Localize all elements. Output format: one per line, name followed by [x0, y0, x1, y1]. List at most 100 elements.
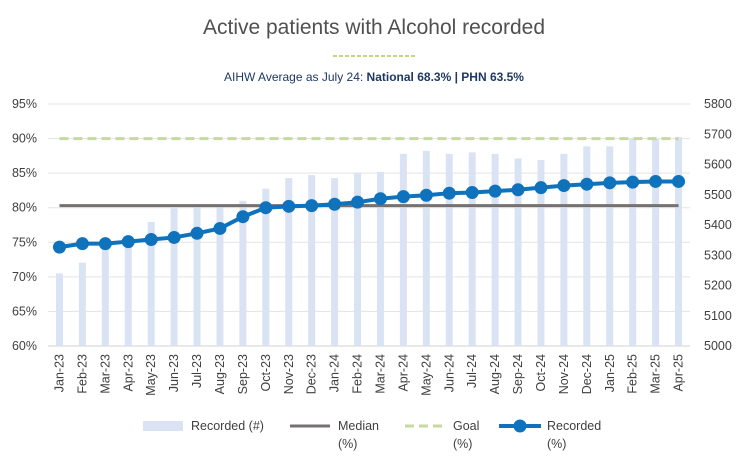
x-tick-label: Mar-25	[649, 354, 663, 394]
recorded-point	[534, 181, 548, 195]
bar	[331, 178, 339, 346]
right-tick-label: 5500	[704, 188, 732, 202]
recorded-point	[282, 199, 296, 213]
bar	[606, 146, 614, 346]
recorded-line	[59, 179, 679, 250]
legend-label: Recorded	[547, 419, 601, 433]
legend: Recorded (#) Median (%) Goal (%) Recorded (%)	[143, 419, 601, 451]
x-tick-label: Jan-25	[603, 354, 617, 392]
x-tick-label: Jun-24	[442, 354, 456, 392]
x-tick-label: Sep-24	[511, 354, 525, 394]
right-tick-label: 5200	[704, 279, 732, 293]
left-axis: 60% 65% 70% 75% 80% 85% 90% 95%	[12, 97, 37, 353]
x-tick-label: May-23	[144, 354, 158, 396]
recorded-point	[52, 240, 66, 254]
x-tick-label: Apr-25	[672, 354, 686, 392]
right-tick-label: 5700	[704, 127, 732, 141]
x-tick-label: Aug-23	[213, 354, 227, 394]
bar	[239, 200, 247, 346]
legend-label: Median	[338, 419, 379, 433]
recorded-point	[672, 174, 686, 188]
recorded-point	[603, 176, 617, 190]
recorded-point	[167, 230, 181, 244]
bar	[445, 153, 453, 346]
recorded-point	[488, 184, 502, 198]
recorded-point	[98, 237, 112, 251]
bar	[422, 150, 430, 346]
right-tick-label: 5800	[704, 97, 732, 111]
recorded-point	[305, 199, 319, 213]
x-tick-label: Nov-23	[282, 354, 296, 394]
left-tick-label: 85%	[12, 166, 37, 180]
x-tick-label: Feb-25	[626, 354, 640, 394]
left-tick-label: 60%	[12, 339, 37, 353]
subtitle-prefix: AIHW Average as July 24:	[224, 70, 367, 84]
bar	[675, 137, 683, 346]
recorded-point	[236, 210, 250, 224]
bar	[652, 138, 660, 346]
x-tick-label: Sep-23	[236, 354, 250, 394]
right-tick-label: 5300	[704, 248, 732, 262]
bar	[216, 205, 224, 346]
left-tick-label: 90%	[12, 132, 37, 146]
bar	[560, 153, 568, 346]
x-tick-label: Jan-23	[52, 354, 66, 392]
chart-title: Active patients with Alcohol recorded	[203, 16, 545, 39]
left-tick-label: 75%	[12, 235, 37, 249]
recorded-point	[190, 226, 204, 240]
bar	[262, 188, 270, 346]
x-tick-label: Nov-24	[557, 354, 571, 394]
left-tick-label: 95%	[12, 97, 37, 111]
x-tick-label: Dec-24	[580, 354, 594, 394]
x-tick-label: Mar-23	[98, 354, 112, 394]
bar	[308, 175, 316, 346]
left-tick-label: 65%	[12, 304, 37, 318]
line-series	[52, 137, 686, 254]
recorded-point	[213, 221, 227, 235]
recorded-point	[144, 233, 158, 247]
legend-label-unit: (%)	[547, 437, 566, 451]
bar	[78, 262, 86, 346]
legend-label: Recorded (#)	[191, 419, 264, 433]
recorded-point	[442, 186, 456, 200]
bar	[193, 205, 201, 346]
bar	[170, 208, 178, 346]
legend-label-unit: (%)	[453, 437, 472, 451]
recorded-point	[626, 175, 640, 189]
recorded-point	[580, 177, 594, 191]
bar	[376, 172, 384, 346]
bar	[468, 152, 476, 346]
right-axis: 5000 5100 5200 5300 5400 5500 5600 5700 5800	[704, 97, 732, 353]
recorded-point	[511, 183, 525, 197]
right-tick-label: 5400	[704, 218, 732, 232]
x-tick-label: Dec-23	[305, 354, 319, 394]
gridlines	[48, 103, 690, 347]
x-tick-label: Feb-23	[75, 354, 89, 394]
recorded-point	[419, 188, 433, 202]
recorded-point	[121, 235, 135, 249]
right-tick-label: 5000	[704, 339, 732, 353]
recorded-point	[259, 201, 273, 215]
left-tick-label: 80%	[12, 201, 37, 215]
x-tick-label: Mar-24	[373, 354, 387, 394]
recorded-point	[649, 174, 663, 188]
bar	[124, 240, 132, 346]
recorded-point	[373, 192, 387, 206]
right-tick-label: 5600	[704, 158, 732, 172]
bar	[399, 153, 407, 346]
recorded-point	[465, 186, 479, 200]
subtitle-values: National 68.3% | PHN 63.5%	[367, 70, 525, 84]
x-tick-label: Jul-24	[465, 354, 479, 388]
bar	[491, 153, 499, 346]
bar	[537, 159, 545, 346]
x-tick-label: Apr-23	[121, 354, 135, 392]
x-tick-label: Apr-24	[396, 354, 410, 392]
bar	[101, 246, 109, 346]
recorded-point	[328, 197, 342, 211]
bar	[354, 173, 362, 346]
x-tick-label: Aug-24	[488, 354, 502, 394]
legend-swatch-bar	[143, 421, 183, 431]
recorded-point	[351, 195, 365, 209]
legend-label-unit: (%)	[338, 437, 357, 451]
